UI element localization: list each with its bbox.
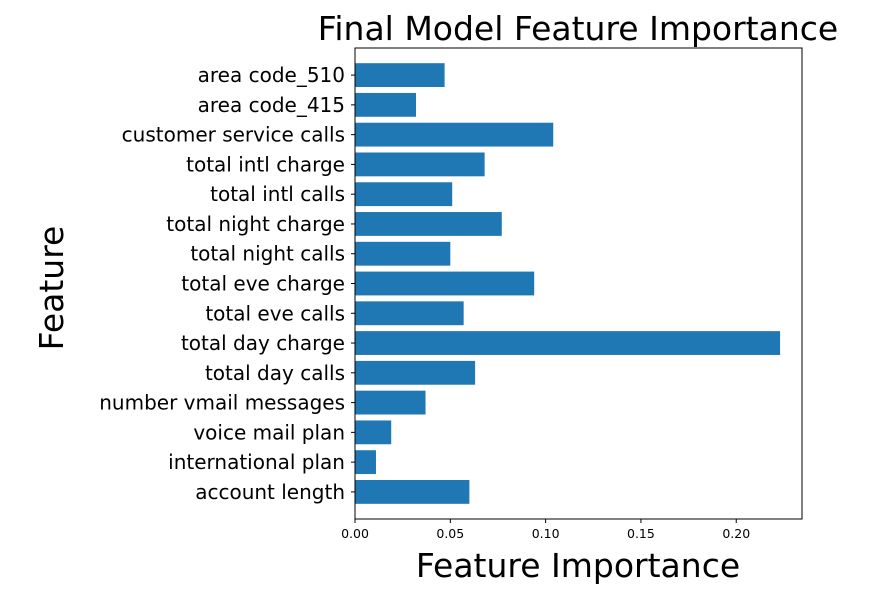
y-tick-label: total day calls bbox=[205, 361, 345, 385]
bar-total-day-calls bbox=[355, 360, 476, 385]
x-tick-label: 0.10 bbox=[532, 526, 560, 541]
y-tick-label: total night charge bbox=[166, 212, 345, 236]
y-tick-label: total day charge bbox=[181, 331, 345, 355]
y-tick-label: account length bbox=[195, 480, 345, 504]
bar-international-plan bbox=[355, 450, 376, 475]
y-tick-label: total eve calls bbox=[205, 301, 345, 325]
y-tick-label: number vmail messages bbox=[99, 391, 345, 415]
bar-total-intl-charge bbox=[355, 152, 485, 177]
x-axis-label: Feature Importance bbox=[416, 546, 740, 585]
y-axis-ticks: account length international plan voice ma… bbox=[99, 63, 355, 504]
bar-total-eve-charge bbox=[355, 271, 535, 296]
bar-total-intl-calls bbox=[355, 182, 453, 207]
bars-group bbox=[355, 63, 781, 504]
bar-account-length bbox=[355, 479, 470, 504]
bar-voice-mail-plan bbox=[355, 420, 392, 445]
bar-area-code-510 bbox=[355, 63, 445, 88]
y-tick-label: area code_510 bbox=[198, 63, 345, 87]
y-tick-label: international plan bbox=[168, 450, 345, 474]
x-tick-label: 0.00 bbox=[341, 526, 369, 541]
x-tick-label: 0.15 bbox=[627, 526, 655, 541]
y-tick-label: total intl calls bbox=[210, 182, 345, 206]
bar-total-night-charge bbox=[355, 212, 502, 236]
y-tick-label: total intl charge bbox=[186, 152, 345, 176]
chart-title: Final Model Feature Importance bbox=[318, 9, 838, 48]
x-axis-ticks: 0.00 0.05 0.10 0.15 0.20 bbox=[341, 519, 750, 541]
bar-number-vmail-messages bbox=[355, 390, 426, 415]
bar-total-eve-calls bbox=[355, 301, 464, 326]
bar-area-code-415 bbox=[355, 92, 416, 117]
x-tick-label: 0.20 bbox=[722, 526, 750, 541]
y-tick-label: area code_415 bbox=[198, 93, 345, 117]
bar-total-night-calls bbox=[355, 241, 451, 266]
y-axis-label: Feature bbox=[32, 226, 71, 351]
y-tick-label: voice mail plan bbox=[193, 420, 345, 444]
y-tick-label: customer service calls bbox=[122, 123, 345, 147]
bar-total-day-charge bbox=[355, 331, 781, 355]
y-tick-label: total eve charge bbox=[181, 272, 345, 296]
y-tick-label: total night calls bbox=[190, 242, 345, 266]
bar-customer-service-calls bbox=[355, 122, 554, 147]
x-tick-label: 0.05 bbox=[436, 526, 464, 541]
